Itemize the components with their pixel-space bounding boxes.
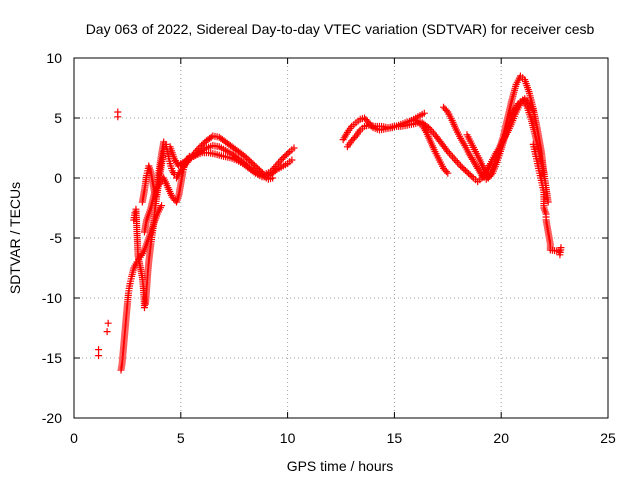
data-point-marker xyxy=(244,155,252,163)
y-tick-label: -5 xyxy=(50,230,63,246)
data-point-marker xyxy=(288,156,296,164)
y-tick-label: 0 xyxy=(54,170,62,186)
data-point-marker xyxy=(468,173,476,180)
data-point-marker xyxy=(114,113,122,121)
data-point-marker xyxy=(442,168,450,176)
data-point-marker xyxy=(461,167,469,174)
plot-frame xyxy=(73,57,609,419)
data-point-marker xyxy=(458,164,466,171)
x-tick-label: 5 xyxy=(177,430,185,446)
data-point-marker xyxy=(351,134,359,142)
data-point-marker xyxy=(420,109,428,117)
data-point-marker xyxy=(557,244,565,252)
data-point-marker xyxy=(244,163,252,171)
data-point-marker xyxy=(199,140,207,148)
data-point-marker xyxy=(246,164,254,172)
y-tick-label: -10 xyxy=(42,290,62,306)
data-point-marker xyxy=(463,168,471,176)
gridlines xyxy=(74,58,608,418)
y-tick-label: 5 xyxy=(54,110,62,126)
x-tick-label: 10 xyxy=(280,430,296,446)
data-point-marker xyxy=(250,161,258,169)
data-point-marker xyxy=(457,162,465,170)
data-point-marker xyxy=(466,171,474,179)
data-point-marker xyxy=(249,160,257,168)
data-point-marker xyxy=(194,149,202,157)
data-point-marker xyxy=(242,161,250,169)
data-point-marker xyxy=(241,152,249,160)
x-tick-label: 25 xyxy=(600,430,616,446)
x-tick-labels: 0 5 10 15 20 25 xyxy=(70,430,616,446)
data-point-marker xyxy=(103,328,111,336)
x-tick-label: 15 xyxy=(387,430,403,446)
data-point-marker xyxy=(279,154,287,162)
y-tick-label: 10 xyxy=(46,50,62,66)
data-point-marker xyxy=(242,154,250,162)
data-point-marker xyxy=(544,198,552,206)
data-point-marker xyxy=(290,144,298,152)
data-point-marker xyxy=(269,174,277,182)
x-axis-label: GPS time / hours xyxy=(287,458,394,474)
y-tick-label: -20 xyxy=(42,410,62,426)
data-point-marker xyxy=(95,352,103,360)
data-point-marker xyxy=(487,171,495,179)
y-tick-labels: 10 5 0 -5 -10 -15 -20 xyxy=(42,50,62,426)
data-point-marker xyxy=(465,170,473,177)
data-point-marker xyxy=(241,160,249,168)
data-markers xyxy=(95,72,565,374)
data-point-marker xyxy=(104,319,112,327)
data-point-marker xyxy=(281,152,289,160)
data-point-marker xyxy=(95,346,103,354)
x-tick-label: 20 xyxy=(493,430,509,446)
data-point-marker xyxy=(140,304,148,312)
data-point-marker xyxy=(284,149,292,157)
chart-title: Day 063 of 2022, Sidereal Day-to-day VTE… xyxy=(86,21,595,37)
y-axis-label: SDTVAR / TECUs xyxy=(7,182,23,294)
data-point-marker xyxy=(444,169,452,177)
data-point-marker xyxy=(442,106,450,114)
y-tick-label: -15 xyxy=(42,350,62,366)
data-point-marker xyxy=(247,158,255,166)
data-point-marker xyxy=(283,151,291,159)
data-point-marker xyxy=(423,122,431,130)
data-point-marker xyxy=(207,133,215,141)
data-point-marker xyxy=(158,202,166,210)
x-tick-label: 0 xyxy=(70,430,78,446)
data-point-marker xyxy=(460,165,468,173)
data-point-marker xyxy=(246,157,254,165)
